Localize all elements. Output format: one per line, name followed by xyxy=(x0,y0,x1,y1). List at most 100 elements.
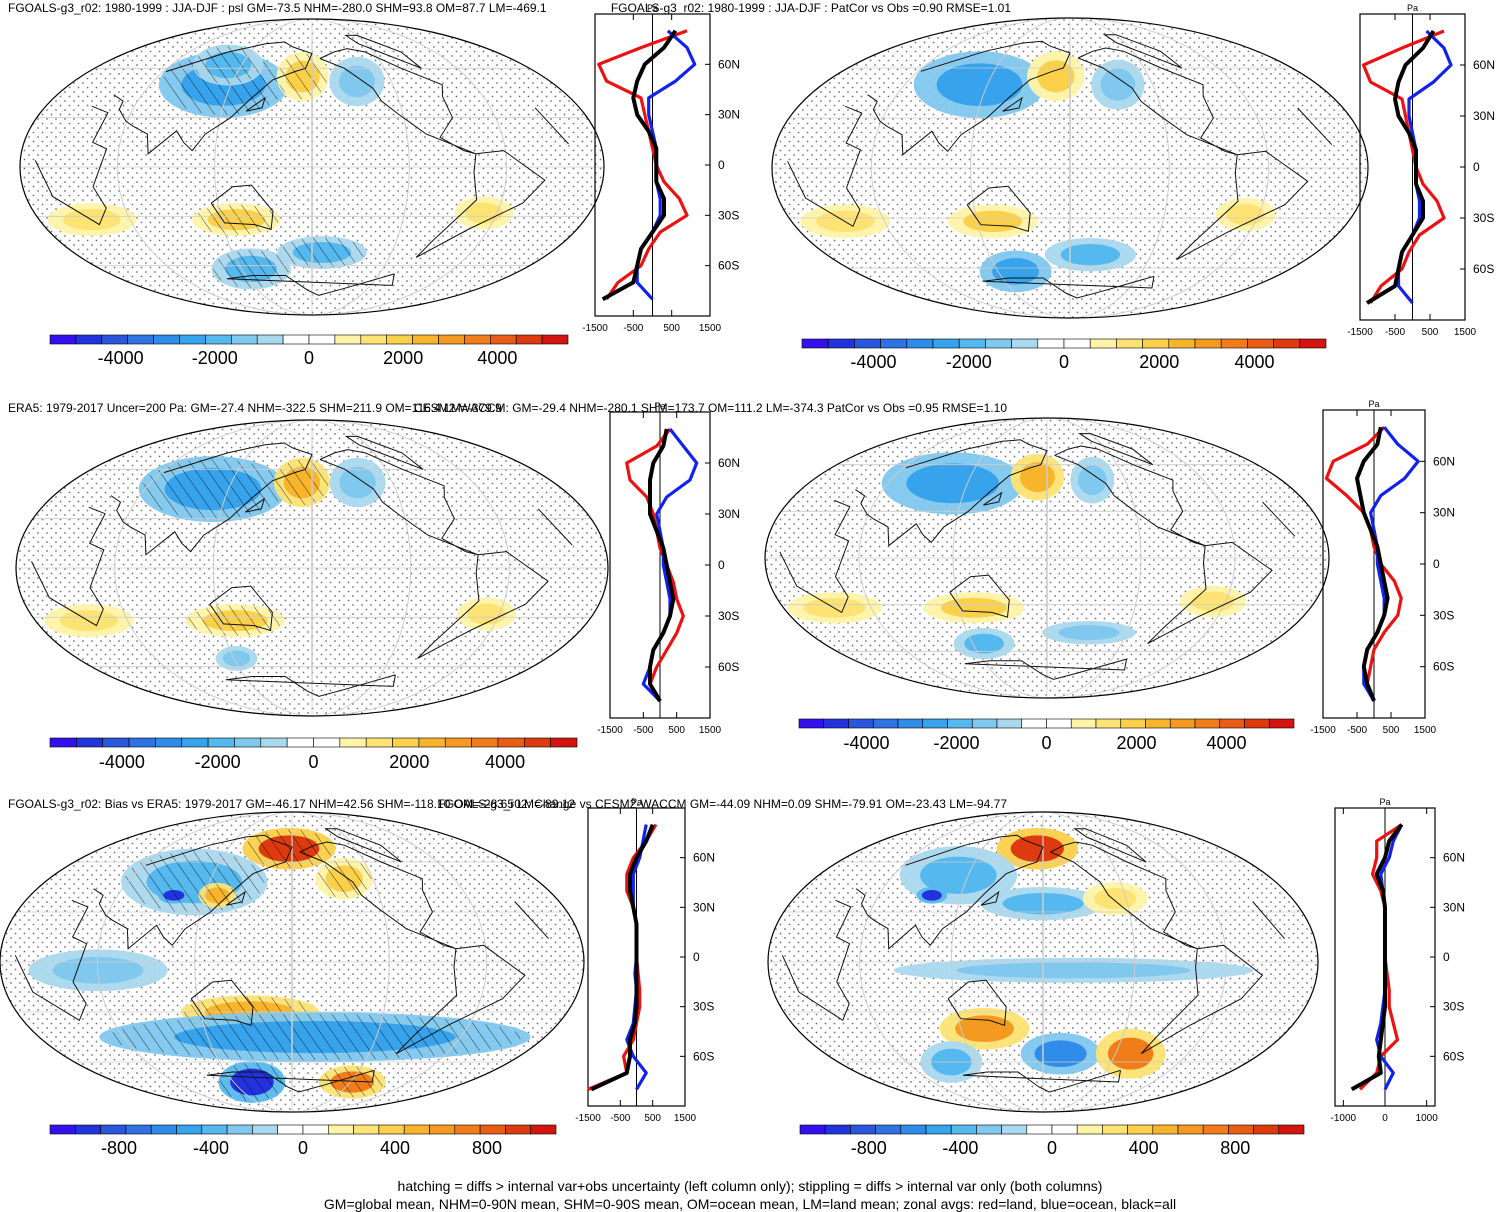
graticule-lon xyxy=(859,812,1227,1112)
colorbar-cell xyxy=(327,1124,354,1135)
graticule-lon xyxy=(116,19,508,315)
lat-tick-label: 30N xyxy=(1433,506,1455,520)
panel-p1: FGOALS-g3_r02: 1980-1999 : JJA-DJF : psl… xyxy=(8,1,740,368)
zonal-unit-label: Pa xyxy=(1379,797,1390,807)
graticule-lon xyxy=(1042,812,1044,1112)
colorbar-cell xyxy=(996,718,1023,729)
colorbar-cell xyxy=(179,334,206,345)
hatching xyxy=(316,859,372,898)
colorbar-cell xyxy=(1194,338,1222,349)
anomaly-core xyxy=(1077,465,1107,496)
lat-tick-label: 30N xyxy=(693,900,715,914)
graticule-lon xyxy=(291,812,293,1112)
coastline xyxy=(1140,944,1264,1055)
colorbar-cell xyxy=(1011,338,1039,349)
anomaly-core xyxy=(338,65,375,98)
lat-tick-label: 0 xyxy=(1443,950,1450,964)
zonal-line-all xyxy=(590,823,655,1092)
footer-note-1: hatching = diffs > internal var+obs unce… xyxy=(397,1178,1103,1194)
panel-title: FGOALS-g3_r02: 1980-1999 : JJA-DJF : Pat… xyxy=(611,1,1012,15)
anomaly-core xyxy=(1019,462,1055,493)
anomaly-core xyxy=(466,603,506,625)
coastline xyxy=(299,841,457,950)
lat-tick-label: 60N xyxy=(1433,454,1455,468)
graticule-lon xyxy=(870,18,1270,318)
anomaly-core xyxy=(936,63,1023,106)
lat-tick-label: 60S xyxy=(718,259,739,273)
zonal-unit-label: Pa xyxy=(647,3,658,13)
colorbar-cell xyxy=(155,737,183,748)
colorbar-cell xyxy=(252,1124,278,1135)
colorbar-tick-label: 0 xyxy=(1059,352,1069,372)
colorbar-tick-label: 2000 xyxy=(383,348,423,368)
colorbar-cell xyxy=(827,338,855,349)
colorbar-cell xyxy=(1247,338,1274,349)
colorbar-cell xyxy=(1273,338,1301,349)
colorbar-tick-label: 0 xyxy=(298,1138,308,1158)
x-tick-label: -500 xyxy=(633,725,653,736)
colorbar-cell xyxy=(1177,1124,1204,1135)
lat-tick-label: 60S xyxy=(1473,262,1494,276)
coastline xyxy=(1073,828,1147,863)
zonal-line-all xyxy=(1355,426,1390,702)
colorbar-cell xyxy=(313,737,341,748)
hatching xyxy=(277,53,328,100)
colorbar-tick-label: -4000 xyxy=(843,733,889,753)
colorbar-cell xyxy=(1116,338,1143,349)
colorbar-cell xyxy=(1219,718,1245,729)
colorbar-tick-label: 0 xyxy=(1047,1138,1057,1158)
colorbar-cell xyxy=(1145,718,1171,729)
coastline xyxy=(34,105,569,226)
graticule-lon xyxy=(96,812,488,1112)
x-tick-label: -1000 xyxy=(1331,1113,1357,1124)
x-tick-label: 1500 xyxy=(1454,327,1477,338)
hatching xyxy=(279,237,365,268)
map-area xyxy=(16,420,608,716)
colorbar-cell xyxy=(1142,338,1170,349)
anomaly-core xyxy=(1094,888,1137,910)
colorbar-cell xyxy=(205,334,232,345)
panel-title: FGOALS-g3_r02: 1980-1999 : JJA-DJF : psl… xyxy=(8,1,547,15)
lat-tick-label: 0 xyxy=(693,950,700,964)
colorbar-cell xyxy=(1046,718,1072,729)
coastline xyxy=(319,48,477,155)
lat-tick-label: 60N xyxy=(693,851,715,865)
coastline xyxy=(1054,445,1206,547)
colorbar-cell xyxy=(412,334,439,345)
colorbar-cell xyxy=(1244,718,1270,729)
colorbar-tick-label: -2000 xyxy=(946,352,992,372)
colorbar-cell xyxy=(49,737,77,748)
lat-tick-label: 30S xyxy=(1473,211,1494,225)
coastline xyxy=(781,899,1285,1022)
lat-tick-label: 30N xyxy=(1443,900,1465,914)
colorbar-cell xyxy=(1026,1124,1053,1135)
colorbar-cell xyxy=(1152,1124,1179,1135)
panel-p2: FGOALS-g3_r02: 1980-1999 : JJA-DJF : Pat… xyxy=(611,1,1495,372)
anomaly-core xyxy=(339,466,376,499)
panel-title: FGOALS-g3_r02: Change vs CESM2-WACCM GM=… xyxy=(438,797,1008,811)
map-area xyxy=(772,18,1368,318)
coastline xyxy=(966,185,1031,232)
colorbar-cell xyxy=(976,1124,1002,1135)
map-border xyxy=(19,18,605,316)
colorbar-cell xyxy=(971,718,998,729)
coastline xyxy=(206,1069,375,1093)
colorbar-cell xyxy=(1253,1124,1280,1135)
colorbar-cell xyxy=(302,1124,329,1135)
x-tick-label: -1500 xyxy=(582,323,608,334)
panel-title: CESM2-WACCM: GM=-29.4 NHM=-280.1 SHM=173… xyxy=(414,401,1007,415)
coastline xyxy=(225,674,396,697)
map-area xyxy=(765,418,1329,698)
coastline xyxy=(190,979,254,1026)
x-tick-label: -500 xyxy=(1347,725,1367,736)
anomaly-core xyxy=(1107,1037,1154,1070)
colorbar-cell xyxy=(1202,1124,1229,1135)
hatching xyxy=(187,605,283,636)
colorbar-cell xyxy=(234,737,262,748)
lat-tick-label: 30N xyxy=(1473,109,1495,123)
panel-p4: CESM2-WACCM: GM=-29.4 NHM=-280.1 SHM=173… xyxy=(414,399,1455,753)
colorbar-cell xyxy=(1120,718,1146,729)
hatching xyxy=(108,1014,522,1060)
coastline xyxy=(210,184,274,231)
colorbar-cell xyxy=(489,334,517,345)
